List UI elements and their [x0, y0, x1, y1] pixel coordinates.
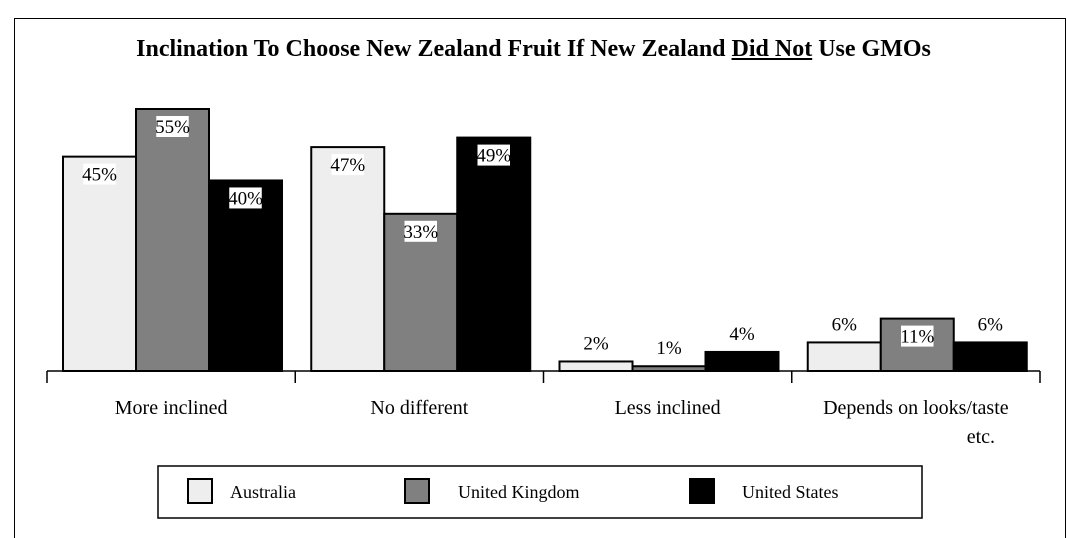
legend-label: Australia	[230, 482, 296, 502]
bar-australia	[62, 155, 137, 372]
data-label: 47%	[330, 155, 365, 176]
data-label: 45%	[82, 165, 117, 186]
data-label: 6%	[978, 314, 1004, 335]
bar-united-kingdom	[631, 365, 707, 372]
chart-frame	[14, 18, 1066, 538]
bar-australia	[310, 146, 386, 372]
category-label: Depends on looks/taste	[823, 397, 1009, 419]
data-label-bg	[83, 163, 116, 185]
legend-swatch	[404, 478, 430, 504]
data-label-bg	[229, 187, 262, 209]
bar-united-states	[208, 179, 283, 372]
data-label-bg	[477, 144, 510, 166]
data-label-bg	[901, 325, 934, 347]
data-label: 55%	[155, 117, 190, 138]
data-label: 6%	[832, 314, 858, 335]
legend-label: United Kingdom	[458, 482, 580, 502]
bar-australia	[558, 360, 634, 372]
data-label: 49%	[476, 146, 511, 167]
bar-united-states	[456, 136, 532, 372]
bar-australia	[806, 341, 882, 372]
data-label: 40%	[228, 188, 263, 209]
title-part-1: Inclination To Choose New Zealand Fruit …	[136, 36, 732, 62]
legend-swatch	[187, 478, 213, 504]
data-label: 1%	[656, 338, 682, 359]
legend-label: United States	[742, 482, 839, 502]
data-label: 33%	[403, 222, 438, 243]
data-label-bg	[331, 154, 364, 176]
chart-title: Inclination To Choose New Zealand Fruit …	[0, 36, 1067, 63]
data-label: 4%	[729, 324, 755, 345]
legend-box	[157, 465, 923, 519]
data-label: 2%	[583, 333, 609, 354]
data-label-bg	[404, 220, 437, 242]
category-label: etc.	[967, 426, 995, 448]
bar-united-states	[704, 350, 780, 373]
legend-swatch	[689, 478, 715, 504]
category-label: Less inclined	[615, 397, 721, 419]
category-label: More inclined	[115, 397, 228, 419]
bar-united-states	[952, 341, 1028, 372]
title-part-2: Did Not	[731, 36, 813, 62]
category-label: No different	[370, 397, 468, 419]
bar-united-kingdom	[135, 108, 210, 372]
data-label-bg	[156, 116, 189, 137]
title-part-3: Use GMOs	[812, 36, 931, 62]
data-label: 11%	[900, 327, 934, 348]
